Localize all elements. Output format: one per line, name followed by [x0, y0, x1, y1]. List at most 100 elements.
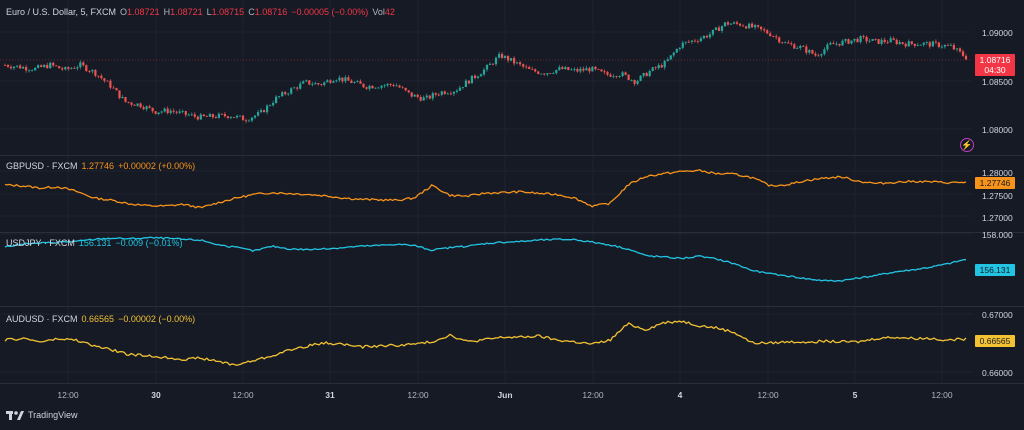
- candle-body: [501, 53, 504, 58]
- candle-body: [269, 105, 272, 107]
- candle-body: [244, 120, 248, 122]
- candle-body: [853, 38, 856, 41]
- candle-body: [446, 93, 449, 95]
- candle-body: [609, 74, 612, 77]
- candle-body: [94, 69, 97, 76]
- candle-body: [723, 22, 727, 27]
- pane-separator[interactable]: [0, 155, 1024, 156]
- open-label: O: [120, 7, 128, 17]
- pane-separator[interactable]: [0, 232, 1024, 233]
- candle-body: [431, 93, 434, 99]
- candle-body: [678, 47, 681, 49]
- candle-body: [958, 48, 962, 52]
- candle-body: [838, 43, 841, 46]
- candle-body: [961, 51, 965, 56]
- candle-body: [479, 74, 483, 77]
- candle-body: [811, 50, 814, 54]
- candle-body: [654, 67, 657, 69]
- time-tick: 5: [852, 390, 858, 400]
- candle-body: [40, 65, 43, 67]
- audusd-symbol[interactable]: AUDUSD · FXCM: [6, 314, 78, 324]
- candle-body: [272, 103, 275, 106]
- candle-body: [404, 87, 407, 91]
- candle-body: [696, 41, 699, 42]
- candle-body: [657, 65, 660, 69]
- candle-body: [648, 71, 651, 77]
- candle-body: [115, 88, 118, 91]
- candle-body: [913, 43, 916, 46]
- time-axis-separator: [0, 383, 1024, 384]
- last-price-tag: 1.08716 04:30: [975, 54, 1015, 76]
- candle-body: [353, 82, 356, 83]
- candle-body: [356, 81, 359, 83]
- candle-body: [413, 94, 416, 97]
- candle-body: [109, 80, 112, 88]
- candle-body: [669, 55, 672, 60]
- candle-body: [6, 65, 10, 67]
- candle-body: [735, 22, 739, 24]
- candle-body: [946, 45, 949, 46]
- candle-body: [220, 113, 223, 115]
- candle-body: [790, 43, 793, 45]
- candle-body: [196, 116, 199, 120]
- candle-body: [202, 114, 205, 117]
- lightning-icon[interactable]: ⚡: [960, 138, 974, 152]
- candle-body: [308, 80, 311, 85]
- tradingview-logo[interactable]: TradingView: [6, 410, 78, 420]
- candle-body: [335, 80, 338, 82]
- candle-body: [781, 42, 784, 43]
- candle-body: [121, 97, 124, 99]
- candle-body: [55, 65, 58, 67]
- candle-body: [925, 42, 928, 43]
- audusd-line: [4, 320, 967, 366]
- candle-body: [540, 73, 543, 75]
- candle-body: [211, 114, 214, 118]
- candle-body: [705, 35, 708, 38]
- candle-body: [235, 115, 239, 118]
- main-symbol[interactable]: Euro / U.S. Dollar, 5, FXCM: [6, 7, 117, 17]
- gbpusd-symbol[interactable]: GBPUSD · FXCM: [6, 161, 78, 171]
- candle-body: [796, 48, 799, 49]
- candle-body: [498, 53, 501, 58]
- candle-body: [142, 107, 145, 110]
- low-value: 1.08715: [211, 7, 245, 17]
- candle-body: [793, 44, 796, 49]
- candle-body: [401, 87, 404, 89]
- candle-body: [43, 64, 46, 67]
- candle-body: [305, 80, 308, 82]
- candle-body: [139, 103, 142, 108]
- usdjpy-symbol[interactable]: USDJPY · FXCM: [6, 238, 75, 248]
- candle-body: [711, 29, 714, 35]
- candle-body: [516, 62, 519, 64]
- pane-separator[interactable]: [0, 306, 1024, 307]
- candle-body: [485, 64, 489, 70]
- close-value: 1.08716: [254, 7, 288, 17]
- candle-body: [467, 80, 470, 84]
- candle-body: [949, 45, 952, 46]
- candle-body: [717, 27, 721, 31]
- candle-body: [880, 39, 883, 44]
- candle-body: [241, 115, 245, 121]
- gbpusd-legend: GBPUSD · FXCM 1.27746 +0.00002 (+0.00%): [6, 161, 195, 171]
- candle-body: [615, 76, 618, 78]
- audusd-tick: 0.66000: [982, 368, 1013, 378]
- candle-body: [597, 69, 600, 70]
- candle-body: [232, 117, 236, 118]
- high-label: H: [163, 7, 171, 17]
- candle-body: [151, 107, 154, 112]
- candle-body: [190, 114, 193, 116]
- candle-body: [422, 97, 425, 101]
- candle-body: [645, 73, 648, 77]
- candle-body: [263, 110, 266, 113]
- candle-body: [296, 87, 299, 89]
- candle-body: [820, 54, 823, 56]
- candle-body: [437, 94, 440, 96]
- candle-body: [826, 44, 829, 50]
- candle-body: [178, 111, 181, 113]
- candle-body: [136, 103, 139, 106]
- candle-body: [488, 63, 492, 65]
- gbpusd-value: 1.27746: [81, 161, 115, 171]
- candle-body: [494, 57, 498, 65]
